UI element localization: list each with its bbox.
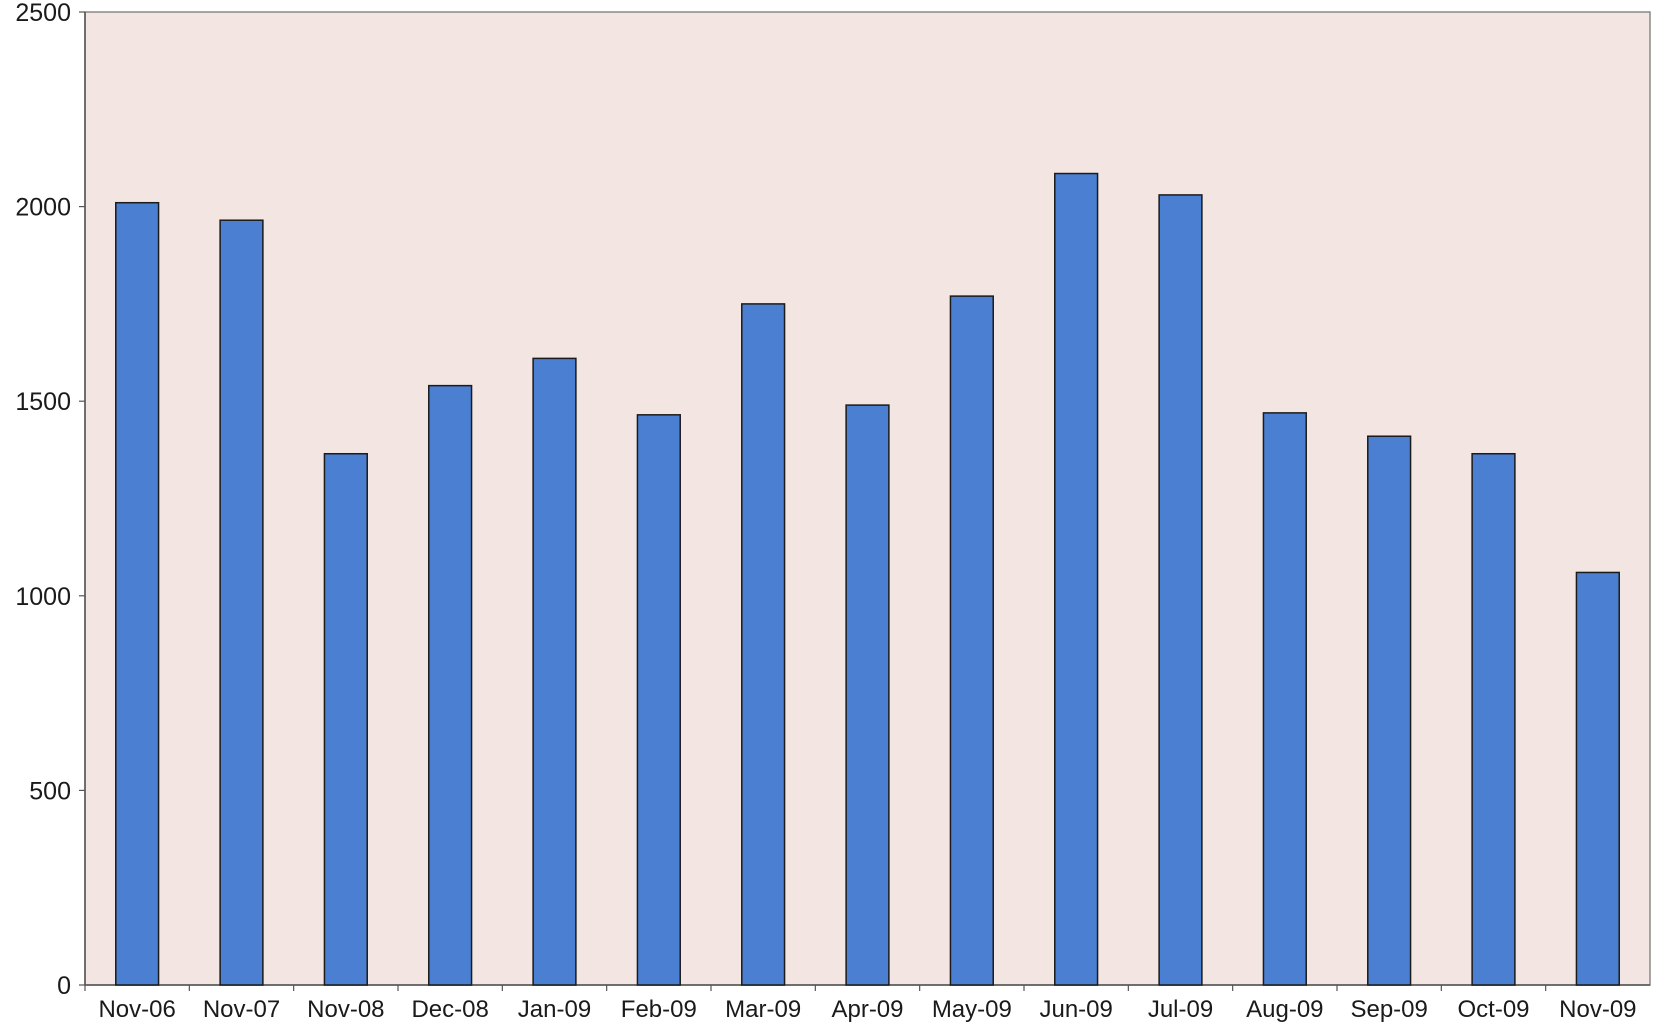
y-tick-label: 1000 <box>15 583 71 611</box>
bar-jun-09 <box>1054 172 1099 986</box>
bar-jul-09 <box>1158 194 1203 986</box>
x-tick-label: Jan-09 <box>518 996 591 1023</box>
bar-aug-09 <box>1262 412 1307 986</box>
x-tick-label: Mar-09 <box>725 996 801 1023</box>
x-tick-label: Sep-09 <box>1350 996 1427 1023</box>
bar-oct-09 <box>1471 452 1516 986</box>
bar-sep-09 <box>1367 435 1412 986</box>
y-tick-label: 2500 <box>15 0 71 27</box>
x-tick-label: Aug-09 <box>1246 996 1323 1023</box>
bar-feb-09 <box>636 414 681 986</box>
y-tick-label: 2000 <box>15 194 71 222</box>
bar-apr-09 <box>845 404 890 986</box>
y-tick-label: 500 <box>29 777 71 805</box>
bar-nov-06 <box>115 201 160 986</box>
x-tick-label: Apr-09 <box>831 996 903 1023</box>
bar-dec-08 <box>428 384 473 986</box>
y-tick-label: 0 <box>57 972 71 1000</box>
bar-nov-09 <box>1575 571 1620 986</box>
x-tick-label: Nov-09 <box>1559 996 1636 1023</box>
x-tick-label: Nov-08 <box>307 996 384 1023</box>
y-tick-label: 1500 <box>15 388 71 416</box>
bar-mar-09 <box>741 303 786 986</box>
x-tick-label: May-09 <box>932 996 1012 1023</box>
bar-nov-07 <box>219 219 264 986</box>
x-tick-label: Nov-06 <box>98 996 175 1023</box>
x-tick-label: Jul-09 <box>1148 996 1213 1023</box>
x-tick-label: Feb-09 <box>621 996 697 1023</box>
x-tick-label: Jun-09 <box>1039 996 1112 1023</box>
bar-jan-09 <box>532 357 577 986</box>
bar-may-09 <box>949 295 994 986</box>
x-tick-label: Nov-07 <box>203 996 280 1023</box>
x-tick-label: Dec-08 <box>411 996 488 1023</box>
x-tick-label: Oct-09 <box>1457 996 1529 1023</box>
bar-nov-08 <box>323 452 368 986</box>
